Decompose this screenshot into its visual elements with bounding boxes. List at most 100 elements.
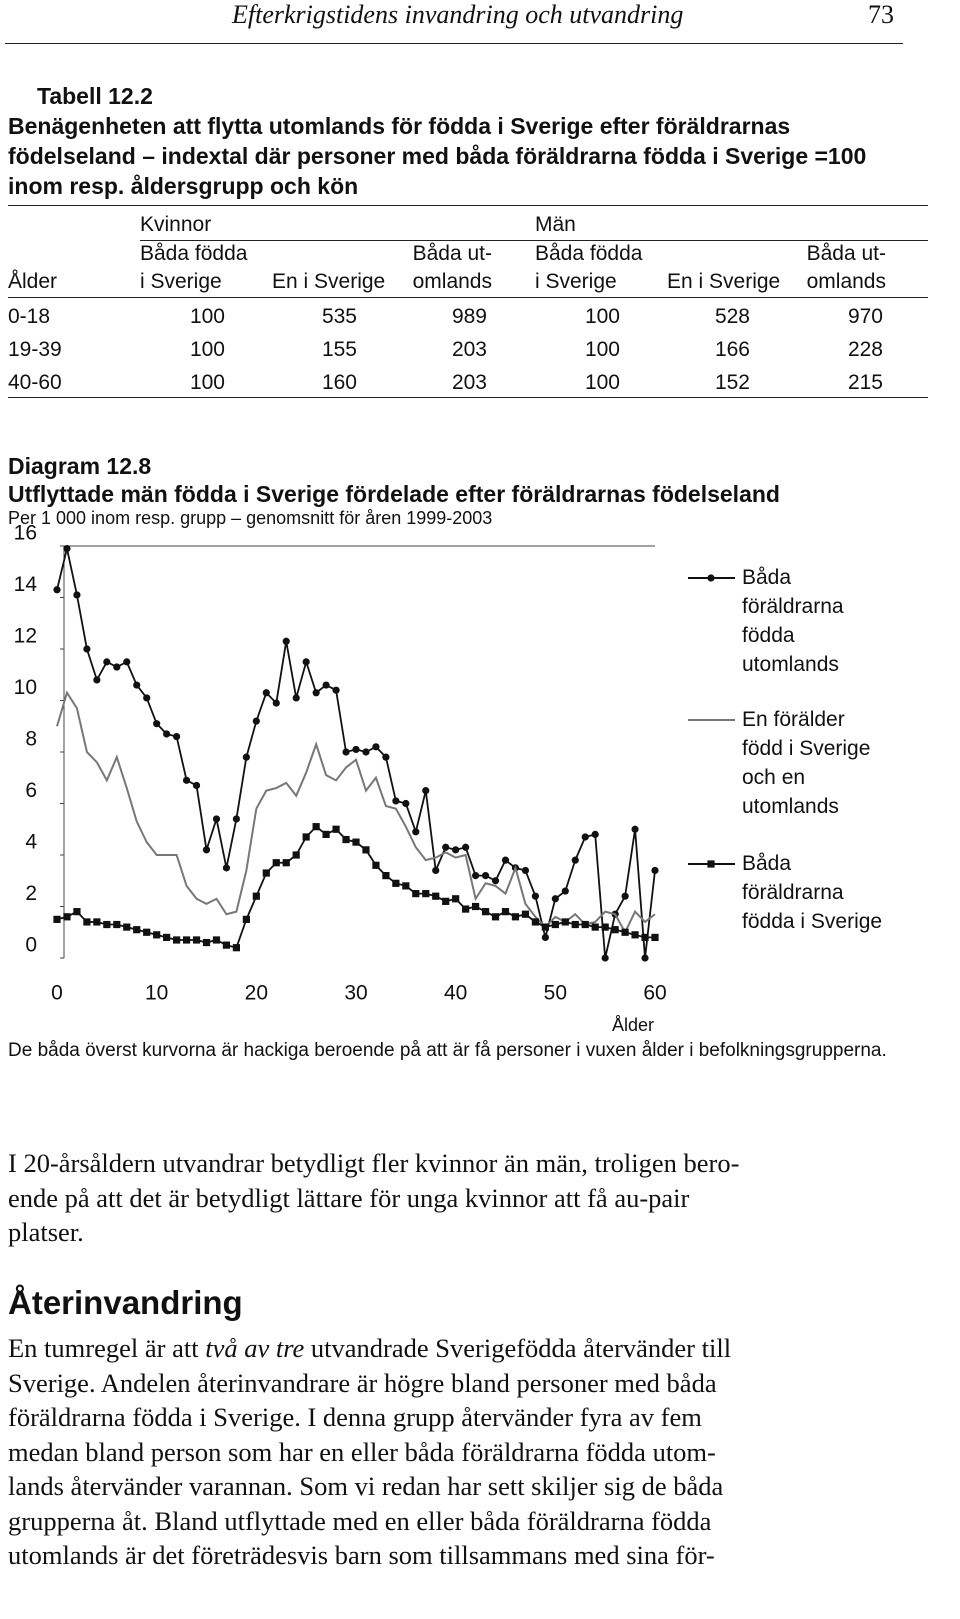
data-point [93, 676, 101, 684]
running-header: Efterkrigstidens invandring och utvandri… [232, 0, 684, 29]
data-point [491, 913, 500, 921]
legend-label: En förälder född i Sverige och en utomla… [742, 708, 871, 818]
data-point [113, 920, 121, 929]
table-cell: 155 [321, 338, 357, 361]
data-point [372, 743, 380, 751]
x-tick-label: 10 [145, 982, 168, 1005]
data-point [173, 936, 181, 944]
legend-marker [707, 860, 715, 868]
data-point [551, 920, 559, 929]
data-point [212, 936, 221, 944]
data-point [352, 745, 360, 754]
data-point [621, 928, 629, 936]
text-line: lands återvänder varannan. Som vi redan … [8, 1471, 724, 1501]
data-point [103, 658, 111, 666]
table-cell: 215 [847, 371, 883, 394]
legend-label: Båda föräldrarna födda i Sverige [742, 852, 883, 933]
data-point [442, 897, 450, 905]
y-tick-label: 10 [14, 676, 37, 699]
data-point [531, 892, 540, 900]
data-point [611, 926, 619, 934]
data-point [123, 923, 131, 931]
table-rule [8, 205, 928, 206]
column-header: Båda ut- omlands [806, 242, 886, 293]
data-point [83, 918, 91, 926]
data-point [182, 776, 191, 784]
data-point [332, 825, 340, 833]
x-tick-label: 20 [245, 982, 268, 1005]
data-point [163, 933, 171, 941]
data-point [462, 905, 470, 913]
data-point [491, 877, 500, 885]
y-tick-label: 12 [14, 625, 37, 648]
data-point [541, 923, 549, 931]
data-point [182, 936, 191, 944]
data-point [641, 933, 649, 941]
data-point [392, 879, 400, 887]
data-point [322, 830, 330, 838]
data-point [591, 830, 599, 839]
data-point [382, 872, 390, 880]
data-point [402, 882, 410, 890]
data-point [232, 815, 240, 823]
data-point [282, 859, 290, 867]
data-point [521, 910, 530, 918]
data-point [232, 944, 240, 952]
data-point [422, 890, 430, 898]
table-cell: 203 [451, 371, 487, 394]
column-header: En i Sverige [667, 270, 781, 293]
data-point [63, 913, 71, 921]
data-point [352, 838, 360, 846]
data-point [651, 933, 659, 941]
table-cell: 228 [847, 338, 883, 361]
section-heading: Återinvandring [8, 1284, 243, 1321]
data-point [332, 686, 340, 694]
data-point [262, 689, 270, 697]
chart: 0 2 4 6 8 10 12 14 16 0 10 20 30 40 50 60 Ålder [14, 522, 735, 1035]
data-point [123, 658, 131, 666]
table-cell: 203 [451, 338, 487, 361]
data-point [342, 748, 350, 756]
data-point [192, 936, 201, 944]
data-point [462, 843, 470, 851]
text-line: Sverige. Andelen återinvandrare är högre… [8, 1367, 717, 1398]
data-point [472, 902, 480, 911]
text-line: grupperna åt. Bland utflyttade med en el… [8, 1505, 712, 1536]
data-point [153, 931, 161, 939]
data-point [432, 892, 440, 900]
data-point [561, 918, 569, 926]
data-point [521, 866, 530, 875]
table-cell: 970 [847, 305, 883, 328]
x-axis-label: Ålder [612, 1015, 654, 1035]
text-line: I 20-årsåldern utvandrar betydligt fler … [8, 1148, 740, 1178]
text-line: medan bland person som har en eller båda… [8, 1436, 716, 1467]
data-point [53, 586, 61, 594]
data-point [372, 861, 380, 869]
data-point [252, 717, 260, 725]
data-point [53, 915, 61, 923]
row-header: 40-60 [8, 371, 62, 394]
x-tick-label: 0 [51, 982, 63, 1005]
data-point [73, 908, 81, 916]
data-point [342, 835, 350, 844]
table-cell: 100 [189, 371, 225, 394]
legend-label: Båda föräldrarna födda utomlands [742, 566, 844, 676]
y-tick-label: 14 [14, 573, 38, 596]
data-point [242, 753, 250, 761]
data-point [202, 938, 211, 947]
data-point [601, 923, 609, 931]
paragraph: En tumregel är att två av tre utvandrade… [8, 1331, 731, 1573]
data-point [472, 872, 480, 880]
header-rule [5, 43, 903, 44]
y-tick-label: 16 [14, 522, 37, 545]
data-point [312, 689, 320, 697]
chart-subtitle: Per 1 000 inom resp. grupp – genomsnitt … [8, 508, 493, 528]
table-rule [140, 240, 928, 241]
data-point [302, 833, 310, 841]
data-point [452, 895, 460, 903]
page-number: 73 [868, 0, 894, 29]
column-header: En i Sverige [272, 270, 386, 293]
text: utvandrade Sverigefödda återvänder till [304, 1333, 732, 1363]
data-point [312, 823, 320, 831]
